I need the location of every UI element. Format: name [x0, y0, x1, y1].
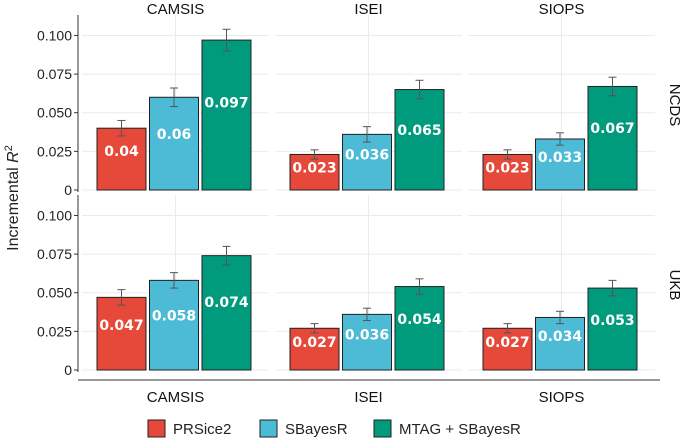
facet-col-bottom-isei: ISEI — [354, 389, 382, 406]
bar-value-label: 0.034 — [538, 329, 583, 345]
bar-value-label: 0.023 — [292, 160, 336, 176]
bar-value-label: 0.036 — [345, 147, 389, 163]
y-tick-label: 0.025 — [37, 323, 72, 339]
bar-ncds-camsis-sbayesr — [149, 96, 199, 191]
bar-value-label: 0.023 — [485, 160, 529, 176]
facet-col-top-siops: SIOPS — [539, 1, 585, 18]
bar-ukb-isei-prsice2 — [289, 327, 340, 371]
y-tick-label: 0.025 — [37, 143, 72, 159]
facet-row-ncds: NCDS — [666, 84, 683, 127]
bar-value-label: 0.074 — [204, 295, 249, 311]
facet-col-bottom-siops: SIOPS — [539, 389, 585, 406]
bar-ncds-camsis-prsice2 — [96, 127, 147, 191]
bar-ukb-siops-mtag-sbayesr — [587, 287, 638, 371]
legend-swatch-mtag-sbayesr — [373, 419, 392, 438]
y-tick-label: 0.050 — [37, 285, 72, 301]
facet-col-top-camsis: CAMSIS — [147, 1, 205, 18]
bar-value-label: 0.053 — [590, 313, 634, 329]
bar-value-label: 0.027 — [292, 335, 336, 351]
legend-swatch-sbayesr — [259, 419, 278, 438]
bar-value-label: 0.04 — [104, 144, 139, 160]
bar-ukb-camsis-prsice2 — [96, 296, 147, 371]
bar-ncds-isei-sbayesr — [342, 133, 392, 191]
bar-ncds-siops-sbayesr — [535, 138, 585, 191]
bar-layer — [96, 28, 638, 371]
bar-value-label: 0.097 — [204, 96, 248, 112]
y-tick-label: 0 — [64, 182, 72, 198]
bar-value-label: 0.06 — [157, 127, 192, 143]
y-tick-label: 0.050 — [37, 105, 72, 121]
bar-value-label: 0.058 — [152, 309, 196, 325]
bar-value-label: 0.065 — [397, 123, 441, 139]
y-tick-label: 0.075 — [37, 246, 72, 262]
bar-value-label: 0.033 — [538, 150, 582, 166]
y-tick-label: 0 — [64, 362, 72, 378]
legend-label: MTAG + SBayesR — [399, 421, 521, 438]
bar-ukb-isei-sbayesr — [342, 313, 392, 371]
facet-col-top-isei: ISEI — [354, 1, 382, 18]
y-tick-label: 0.100 — [37, 207, 72, 223]
bar-ncds-siops-mtag-sbayesr — [587, 85, 638, 191]
legend-label: PRSice2 — [173, 421, 231, 438]
legend-label: SBayesR — [285, 421, 348, 438]
bar-ukb-camsis-sbayesr — [149, 279, 199, 371]
legend: PRSice2 SBayesR MTAG + SBayesR — [147, 419, 521, 438]
label-layer: 0.04 0.06 0.097 0.023 0.036 0.065 0.023 0.033 0.… — [99, 96, 634, 351]
bar-value-label: 0.054 — [397, 312, 442, 328]
facet-layer: CAMSIS CAMSIS ISEI ISEI SIOPS SIOPS NCDS UKB — [147, 1, 683, 406]
y-axis-title: Incremental R2 — [3, 145, 22, 251]
bar-value-label: 0.027 — [485, 335, 529, 351]
y-tick-label: 0.100 — [37, 27, 72, 43]
bar-ncds-isei-mtag-sbayesr — [394, 89, 445, 191]
facet-row-ukb: UKB — [666, 270, 683, 301]
bar-ukb-siops-prsice2 — [482, 327, 533, 371]
facet-col-bottom-camsis: CAMSIS — [147, 389, 205, 406]
y-tick-label: 0.075 — [37, 66, 72, 82]
axis-layer: 0 0.025 0.050 0.075 0.100 0 0.025 0.050 0.075 0.1… — [37, 15, 660, 381]
bar-value-label: 0.067 — [590, 121, 634, 137]
bar-ncds-camsis-mtag-sbayesr — [201, 39, 252, 191]
bar-ukb-camsis-mtag-sbayesr — [201, 255, 252, 371]
legend-swatch-prsice2 — [147, 419, 166, 438]
bar-value-label: 0.036 — [345, 327, 389, 343]
bar-ukb-isei-mtag-sbayesr — [394, 286, 445, 371]
bar-value-label: 0.047 — [99, 318, 143, 334]
